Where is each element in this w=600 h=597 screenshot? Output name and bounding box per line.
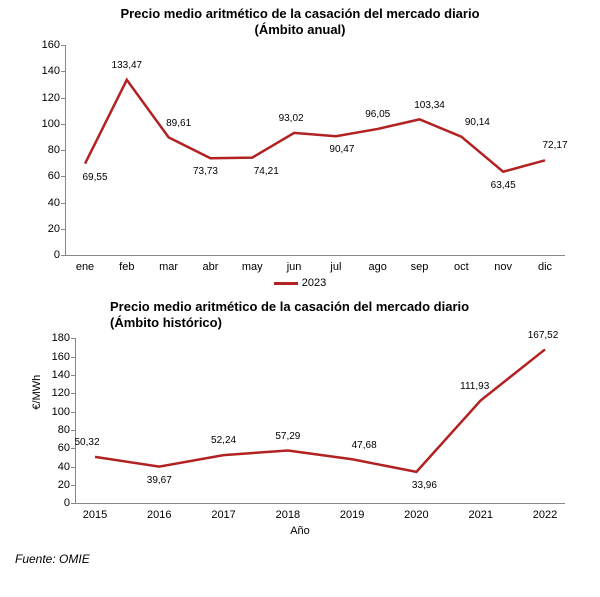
x-tick-label: jul bbox=[330, 261, 341, 273]
data-point-label: 133,47 bbox=[112, 60, 143, 71]
x-tick-label: jun bbox=[287, 261, 302, 273]
y-tick-label: 100 bbox=[35, 406, 70, 418]
y-tick-label: 40 bbox=[25, 197, 60, 209]
y-tick-label: 0 bbox=[35, 497, 70, 509]
data-point-label: 90,14 bbox=[465, 117, 490, 128]
annual-chart: Precio medio aritmético de la casación d… bbox=[20, 6, 580, 289]
y-tick-label: 160 bbox=[35, 351, 70, 363]
data-point-label: 89,61 bbox=[166, 118, 191, 129]
historical-chart: Precio medio aritmético de la casación d… bbox=[20, 299, 580, 537]
data-point-label: 47,68 bbox=[352, 440, 377, 451]
y-tick-label: 160 bbox=[25, 39, 60, 51]
chart2-plot: €/MWh 020406080100120140160180201550,322… bbox=[75, 338, 565, 503]
data-point-label: 96,05 bbox=[365, 109, 390, 120]
x-tick-label: sep bbox=[411, 261, 429, 273]
data-point-label: 57,29 bbox=[275, 431, 300, 442]
x-tick-label: feb bbox=[119, 261, 134, 273]
x-tick-label: may bbox=[242, 261, 263, 273]
data-point-label: 167,52 bbox=[528, 330, 559, 341]
y-tick-label: 20 bbox=[25, 223, 60, 235]
legend-swatch bbox=[274, 282, 298, 285]
data-point-label: 73,73 bbox=[193, 166, 218, 177]
y-tick-label: 140 bbox=[35, 369, 70, 381]
x-tick-label: 2016 bbox=[147, 509, 171, 521]
y-tick-label: 60 bbox=[25, 170, 60, 182]
data-point-label: 39,67 bbox=[147, 475, 172, 486]
data-point-label: 74,21 bbox=[254, 166, 279, 177]
x-tick-label: 2015 bbox=[83, 509, 107, 521]
data-point-label: 69,55 bbox=[82, 172, 107, 183]
chart1-title-line1: Precio medio aritmético de la casación d… bbox=[120, 6, 479, 21]
x-tick-label: 2018 bbox=[276, 509, 300, 521]
source-label: Fuente: OMIE bbox=[0, 537, 600, 576]
y-tick-label: 180 bbox=[35, 332, 70, 344]
x-tick-label: ene bbox=[76, 261, 94, 273]
chart2-title-line1: Precio medio aritmético de la casación d… bbox=[110, 299, 469, 314]
x-tick-label: 2017 bbox=[211, 509, 235, 521]
chart2-title-line2: (Ámbito histórico) bbox=[110, 315, 222, 330]
x-tick-label: mar bbox=[159, 261, 178, 273]
data-point-label: 33,96 bbox=[412, 480, 437, 491]
x-tick-label: 2021 bbox=[468, 509, 492, 521]
data-point-label: 63,45 bbox=[491, 180, 516, 191]
data-line bbox=[95, 350, 545, 472]
y-tick-label: 120 bbox=[25, 92, 60, 104]
data-point-label: 50,32 bbox=[74, 437, 99, 448]
y-tick-label: 80 bbox=[25, 144, 60, 156]
chart1-title: Precio medio aritmético de la casación d… bbox=[20, 6, 580, 37]
data-point-label: 111,93 bbox=[460, 381, 489, 392]
chart1-title-line2: (Ámbito anual) bbox=[255, 22, 346, 37]
data-point-label: 72,17 bbox=[542, 140, 567, 151]
x-tick-label: nov bbox=[494, 261, 512, 273]
x-tick-label: abr bbox=[203, 261, 219, 273]
x-tick-label: 2020 bbox=[404, 509, 428, 521]
x-tick-label: 2022 bbox=[533, 509, 557, 521]
data-point-label: 103,34 bbox=[414, 100, 445, 111]
data-point-label: 93,02 bbox=[279, 113, 304, 124]
chart2-x-axis-title: Año bbox=[20, 525, 580, 537]
x-tick-label: 2019 bbox=[340, 509, 364, 521]
chart1-plot: 020406080100120140160ene69,55feb133,47ma… bbox=[65, 45, 565, 255]
data-point-label: 90,47 bbox=[329, 144, 354, 155]
y-tick-label: 80 bbox=[35, 424, 70, 436]
y-tick-label: 100 bbox=[25, 118, 60, 130]
y-tick-label: 60 bbox=[35, 442, 70, 454]
y-tick-label: 40 bbox=[35, 461, 70, 473]
y-tick-label: 140 bbox=[25, 65, 60, 77]
data-point-label: 52,24 bbox=[211, 435, 236, 446]
x-tick-label: ago bbox=[369, 261, 387, 273]
x-tick-label: dic bbox=[538, 261, 552, 273]
legend-label: 2023 bbox=[302, 277, 326, 289]
chart2-title: Precio medio aritmético de la casación d… bbox=[20, 299, 580, 330]
chart1-legend: 2023 bbox=[20, 277, 580, 289]
y-tick-label: 0 bbox=[25, 249, 60, 261]
x-tick-label: oct bbox=[454, 261, 469, 273]
y-tick-label: 20 bbox=[35, 479, 70, 491]
y-tick-label: 120 bbox=[35, 387, 70, 399]
